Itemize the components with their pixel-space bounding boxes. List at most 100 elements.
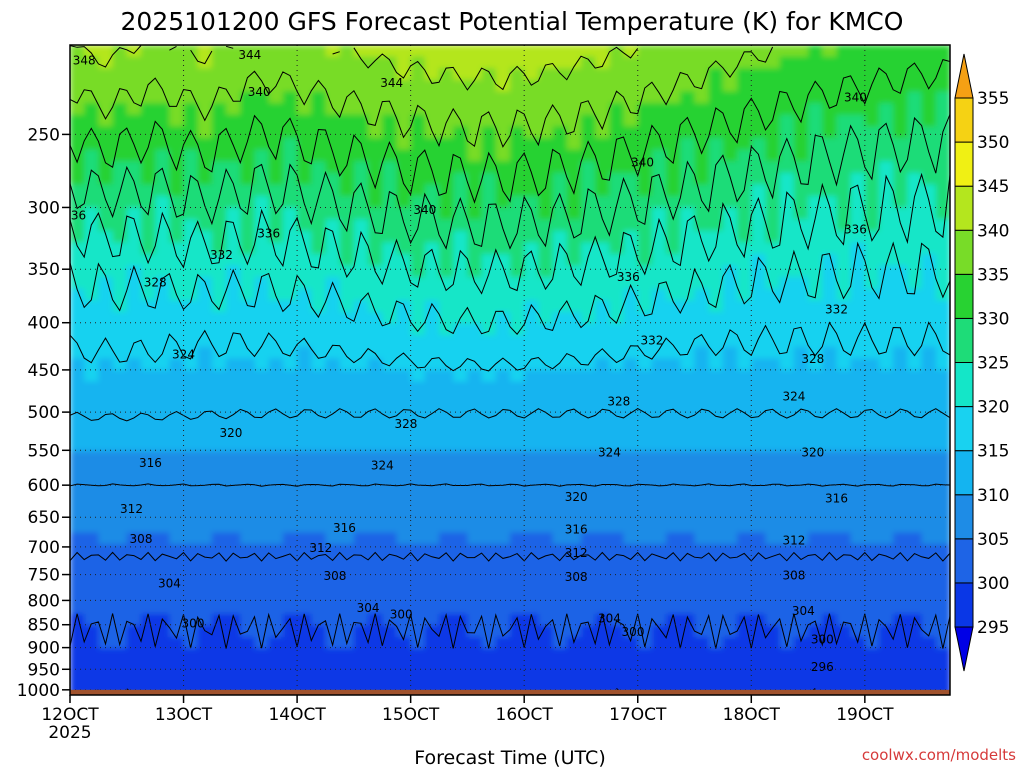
field-cell: [907, 242, 923, 255]
field-cell: [254, 567, 270, 580]
field-cell: [935, 68, 950, 81]
field-cell: [467, 230, 483, 244]
field-cell: [793, 242, 809, 255]
field-cell: [765, 370, 781, 383]
contour-label: 296: [811, 660, 834, 674]
field-cell: [694, 555, 710, 569]
field-cell: [467, 509, 483, 522]
field-cell: [879, 393, 894, 406]
field-cell: [410, 567, 426, 580]
field-cell: [353, 462, 369, 476]
field-cell: [708, 242, 724, 255]
field-cell: [935, 219, 950, 232]
field-cell: [495, 172, 511, 186]
field-cell: [822, 428, 838, 441]
field-cell: [708, 346, 724, 360]
contour-label: 344: [380, 76, 403, 90]
field-cell: [836, 625, 852, 638]
field-cell: [183, 149, 199, 162]
field-cell: [240, 172, 256, 186]
field-cell: [126, 335, 142, 348]
field-cell: [282, 323, 298, 336]
field-cell: [609, 346, 625, 360]
field-cell: [297, 68, 313, 81]
field-cell: [694, 137, 710, 151]
field-cell: [609, 195, 625, 209]
field-cell: [297, 45, 313, 58]
field-cell: [169, 242, 185, 255]
field-cell: [538, 439, 554, 452]
field-cell: [552, 590, 568, 603]
field-cell: [581, 671, 596, 685]
field-cell: [893, 393, 909, 406]
field-cell: [226, 648, 242, 661]
field-cell: [808, 462, 824, 476]
field-cell: [126, 671, 142, 685]
field-cell: [751, 79, 767, 93]
field-cell: [765, 126, 781, 139]
field-cell: [524, 509, 540, 522]
field-cell: [226, 532, 242, 545]
field-cell: [141, 300, 156, 313]
field-cell: [211, 497, 227, 511]
field-cell: [609, 428, 625, 441]
field-cell: [211, 474, 227, 487]
field-cell: [183, 544, 199, 557]
field-cell: [864, 149, 880, 162]
field-cell: [879, 648, 894, 661]
field-cell: [808, 509, 824, 522]
field-cell: [765, 242, 781, 255]
field-cell: [694, 462, 710, 476]
field-cell: [765, 68, 781, 81]
field-cell: [268, 230, 284, 244]
field-cell: [651, 335, 667, 348]
x-tick-label: 19OCT: [836, 705, 894, 725]
field-cell: [353, 149, 369, 162]
field-cell: [481, 660, 497, 673]
field-cell: [524, 578, 540, 592]
field-cell: [297, 219, 313, 232]
field-cell: [439, 265, 454, 278]
field-cell: [240, 486, 256, 499]
field-cell: [779, 312, 795, 325]
field-cell: [623, 520, 639, 534]
field-cell: [439, 91, 454, 104]
field-cell: [609, 683, 625, 695]
field-cell: [396, 520, 412, 534]
field-cell: [240, 648, 256, 661]
field-cell: [282, 683, 298, 695]
field-cell: [155, 114, 171, 127]
field-cell: [765, 56, 781, 69]
field-cell: [680, 381, 696, 394]
field-cell: [666, 346, 682, 360]
field-cell: [864, 195, 880, 209]
field-cell: [84, 474, 100, 487]
field-cell: [112, 544, 128, 557]
contour-label: 304: [598, 612, 621, 626]
field-cell: [694, 474, 710, 487]
field-cell: [240, 288, 256, 302]
field-cell: [879, 230, 894, 244]
field-cell: [793, 253, 809, 267]
field-cell: [581, 45, 596, 58]
field-cell: [254, 172, 270, 186]
field-cell: [524, 219, 540, 232]
field-cell: [850, 358, 866, 371]
field-cell: [935, 416, 950, 429]
field-cell: [581, 184, 596, 197]
field-cell: [70, 45, 85, 58]
field-cell: [921, 671, 937, 685]
field-cell: [439, 625, 454, 638]
field-cell: [595, 312, 611, 325]
field-cell: [297, 300, 313, 313]
field-cell: [510, 520, 525, 534]
field-cell: [694, 172, 710, 186]
field-cell: [708, 637, 724, 650]
field-cell: [510, 137, 525, 151]
field-cell: [907, 265, 923, 278]
field-cell: [765, 509, 781, 522]
field-cell: [935, 312, 950, 325]
field-cell: [595, 91, 611, 104]
field-cell: [651, 520, 667, 534]
